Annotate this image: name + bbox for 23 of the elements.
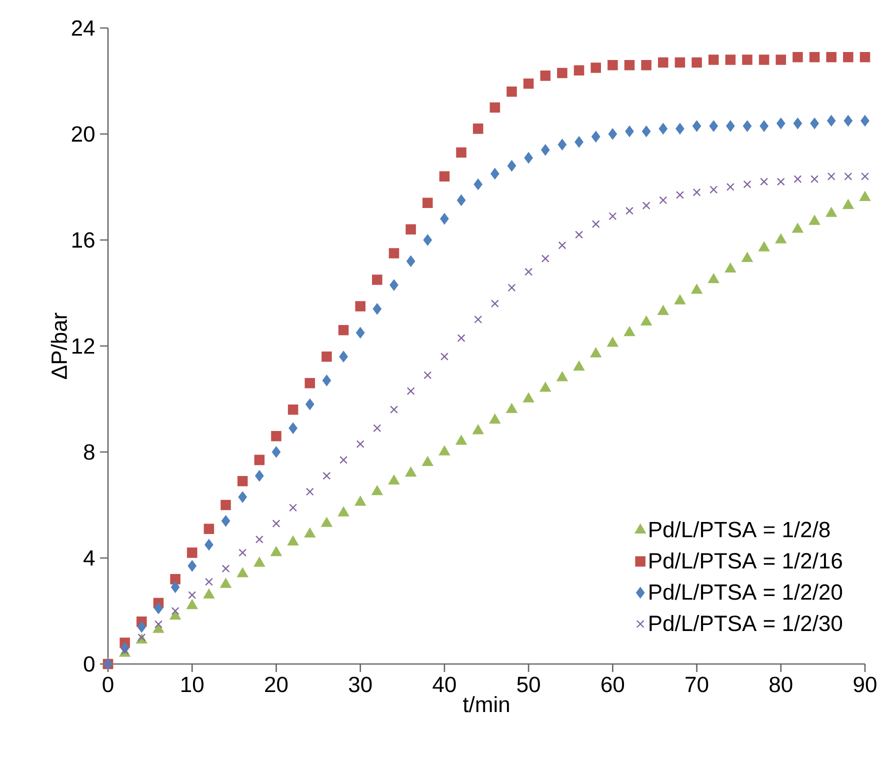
y-axis-title: ΔP/bar — [50, 312, 67, 379]
legend-label: Pd/L/PTSA = 1/2/16 — [650, 552, 842, 569]
x-tick-label: 10 — [182, 676, 204, 692]
x-tick-label: 50 — [517, 676, 540, 692]
x-tick-label: 20 — [265, 676, 288, 692]
x-tick-label: 0 — [102, 676, 114, 692]
x-axis-title: t/min — [463, 696, 509, 712]
x-tick-label: 90 — [854, 676, 876, 692]
y-tick-label: 16 — [72, 232, 94, 248]
x-tick-label: 40 — [432, 676, 456, 692]
x-tick-label: 30 — [348, 676, 372, 692]
y-tick-label: 8 — [84, 444, 94, 460]
y-tick-label: 4 — [84, 550, 95, 566]
legend-label: Pd/L/PTSA = 1/2/20 — [650, 584, 842, 600]
legend-label: Pd/L/PTSA = 1/2/8 — [650, 521, 830, 538]
y-tick-label: 12 — [72, 338, 94, 354]
x-tick-label: 60 — [602, 676, 624, 692]
x-tick-label: 80 — [770, 676, 792, 692]
y-tick-label: 24 — [72, 20, 95, 36]
y-tick-label: 20 — [72, 126, 94, 142]
legend-label: Pd/L/PTSA = 1/2/30 — [650, 615, 842, 632]
x-tick-label: 70 — [686, 676, 708, 692]
y-tick-label: 0 — [84, 656, 94, 672]
